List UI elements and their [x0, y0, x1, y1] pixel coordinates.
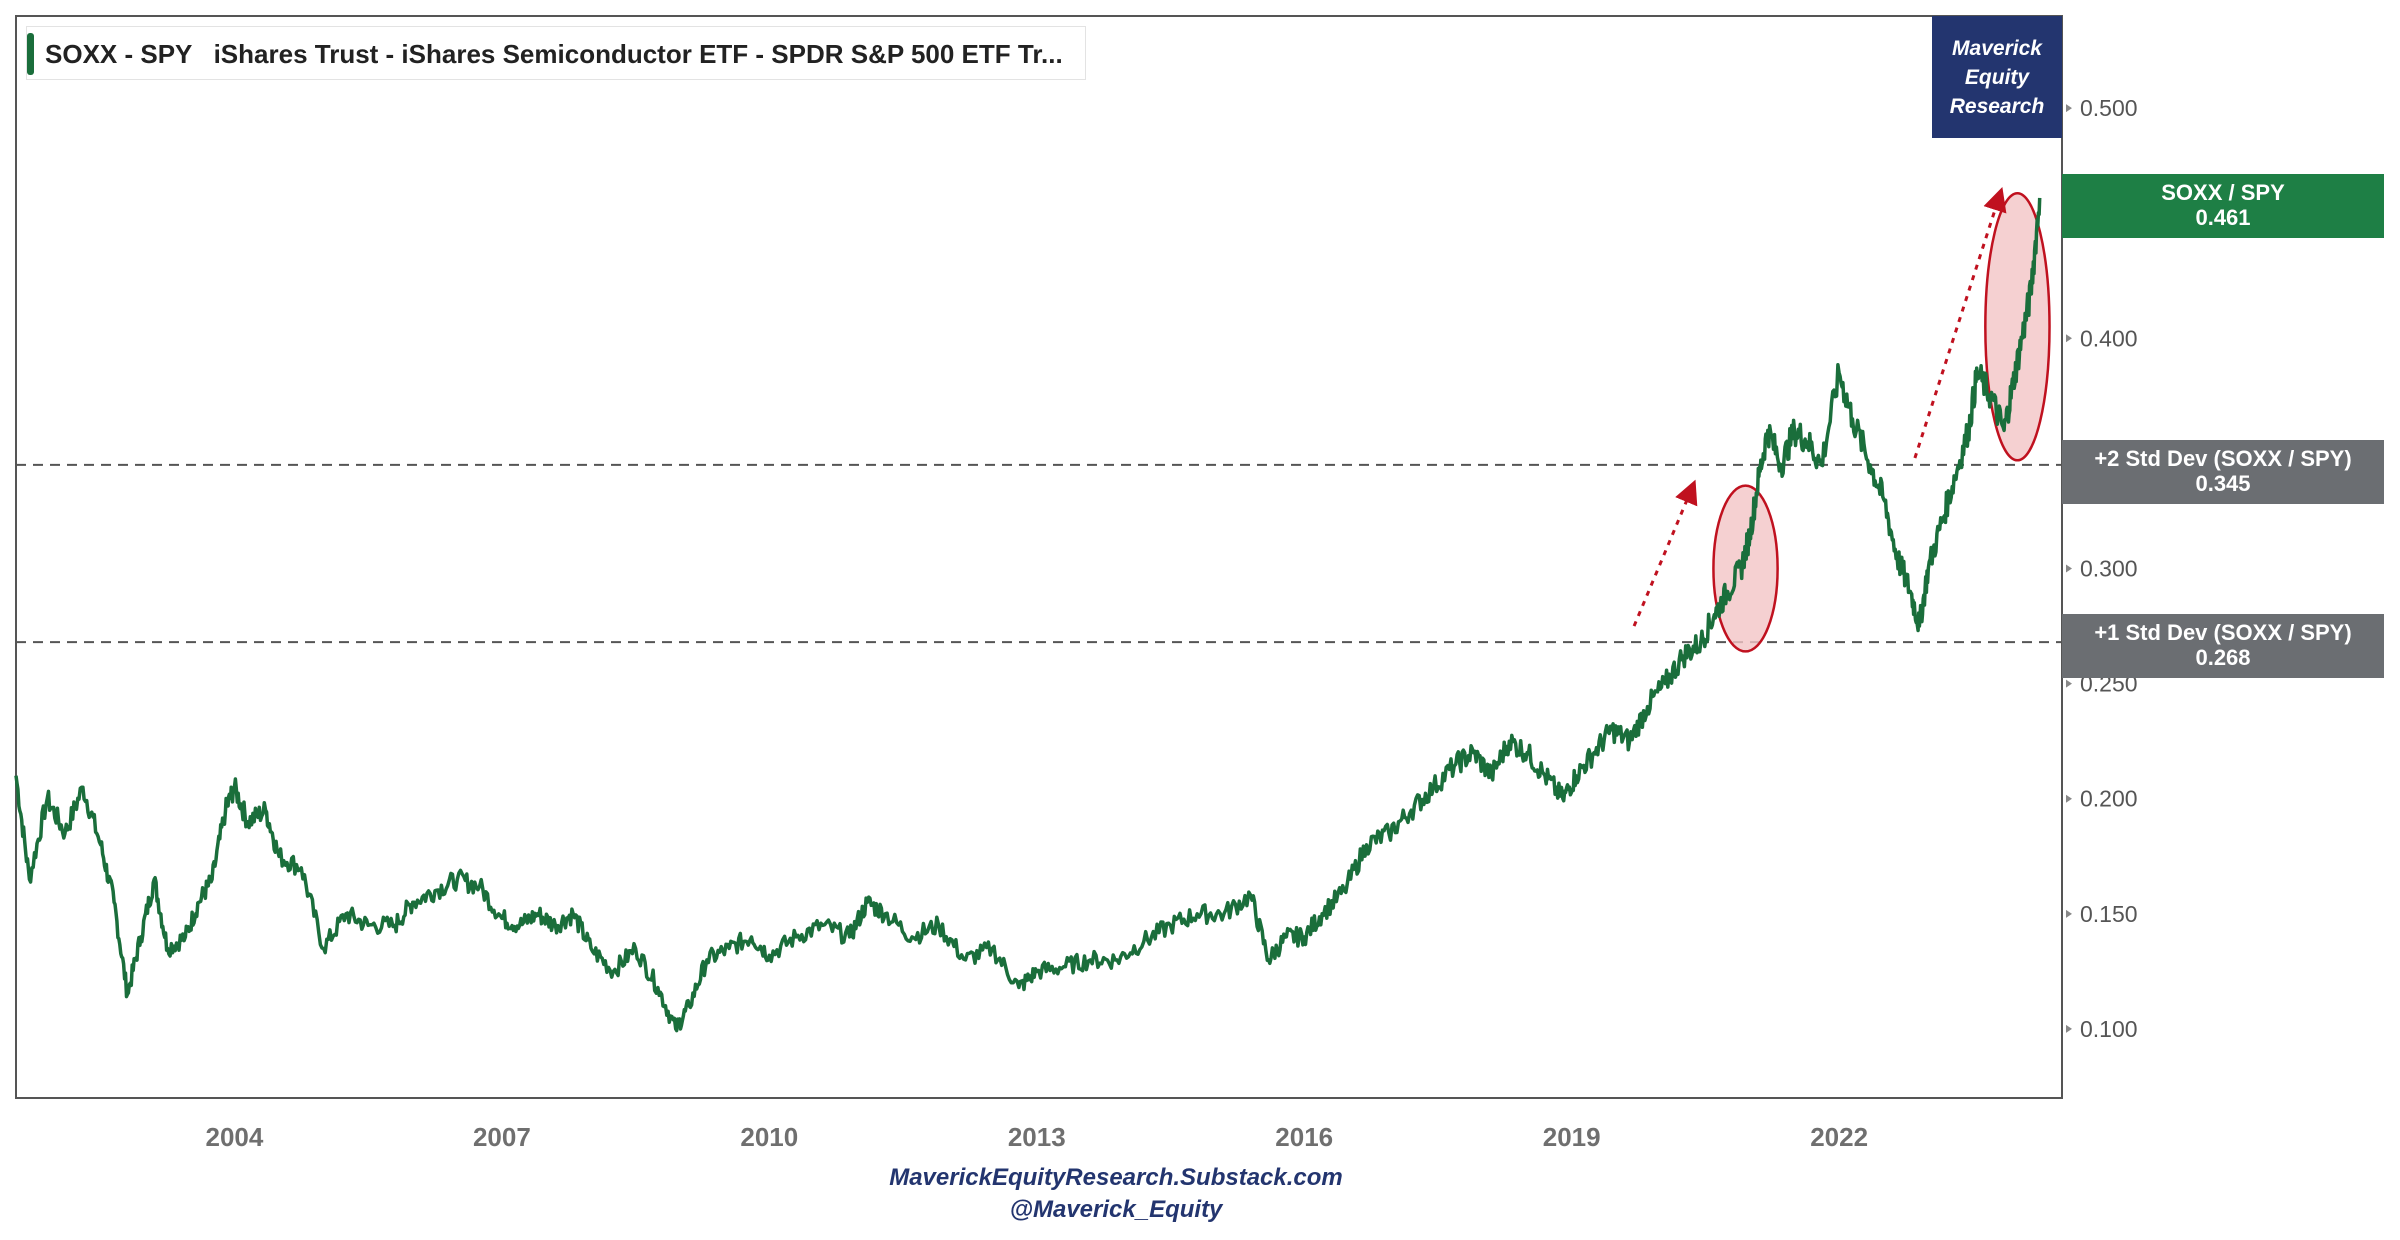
y-tick-label: 0.150 [2080, 901, 2138, 927]
x-tick-label: 2013 [1008, 1122, 1066, 1152]
std-dev-lines [16, 463, 2062, 644]
y-tick-mark [2066, 104, 2072, 113]
y-tick-label: 0.100 [2080, 1016, 2138, 1042]
current-value-number: 0.461 [2195, 205, 2251, 230]
std2-name: +2 Std Dev (SOXX / SPY) [2094, 446, 2352, 471]
y-tick-label: 0.300 [2080, 556, 2138, 582]
y-tick-mark [2066, 334, 2072, 343]
y-tick-mark [2066, 564, 2072, 573]
legend: SOXX - SPY iShares Trust - iShares Semic… [26, 26, 1086, 80]
y-tick-label: 0.500 [2080, 95, 2138, 121]
current-value-tag: SOXX / SPY 0.461 [2062, 174, 2384, 238]
brand-line-1: Maverick [1952, 37, 2042, 60]
y-tick-mark [2066, 794, 2072, 803]
highlight-ellipse [1984, 192, 2051, 462]
series-line-soxx-spy [14, 197, 2042, 1033]
std2-value: 0.345 [2195, 471, 2251, 496]
footer-handle: @Maverick_Equity [1009, 1196, 1223, 1223]
legend-label: SOXX - SPY iShares Trust - iShares Semic… [45, 39, 1063, 69]
x-tick-label: 2004 [205, 1122, 263, 1152]
current-value-name: SOXX / SPY [2161, 180, 2285, 205]
brand-logo: Maverick Equity Research [1932, 16, 2062, 138]
std1-value: 0.268 [2195, 645, 2251, 670]
y-tick-mark [2066, 679, 2072, 688]
footer-site: MaverickEquityResearch.Substack.com [889, 1164, 1343, 1191]
std1-tag: +1 Std Dev (SOXX / SPY) 0.268 [2062, 614, 2384, 678]
x-tick-label: 2010 [740, 1122, 798, 1152]
brand-line-2: Equity [1964, 66, 2030, 89]
std2-tag: +2 Std Dev (SOXX / SPY) 0.345 [2062, 440, 2384, 504]
x-tick-label: 2019 [1543, 1122, 1601, 1152]
trend-arrow [1632, 479, 1698, 627]
brand-line-3: Research [1949, 95, 2045, 118]
y-tick-mark [2066, 909, 2072, 918]
y-tick-label: 0.400 [2080, 325, 2138, 351]
y-tick-label: 0.200 [2080, 786, 2138, 812]
trend-arrow [1913, 187, 2007, 459]
trend-arrows [1632, 187, 2007, 627]
y-tick-mark [2066, 1024, 2072, 1033]
x-tick-label: 2016 [1275, 1122, 1333, 1152]
legend-color-swatch [27, 33, 34, 75]
std1-name: +1 Std Dev (SOXX / SPY) [2094, 620, 2352, 645]
x-tick-label: 2022 [1810, 1122, 1868, 1152]
x-axis: 2004 2007 2010 2013 2016 2019 2022 [205, 1122, 1868, 1152]
x-tick-label: 2007 [473, 1122, 531, 1152]
